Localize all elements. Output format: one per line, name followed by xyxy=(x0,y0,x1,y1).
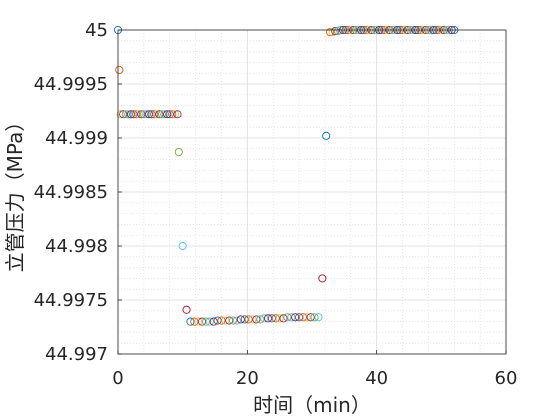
data-point xyxy=(157,110,167,119)
data-point xyxy=(205,317,214,326)
data-point xyxy=(263,314,273,323)
data-point xyxy=(213,316,222,325)
data-point xyxy=(256,315,265,324)
data-point xyxy=(170,110,179,119)
data-point xyxy=(291,313,300,322)
data-point xyxy=(126,110,135,119)
x-tick-label: 20 xyxy=(236,368,259,389)
data-point xyxy=(232,316,242,325)
data-point xyxy=(279,314,288,323)
data-point xyxy=(275,314,284,323)
data-point xyxy=(295,313,304,322)
x-tick-label: 40 xyxy=(365,368,388,389)
data-point xyxy=(240,315,249,324)
data-point xyxy=(160,110,169,119)
data-point xyxy=(144,110,154,119)
data-point xyxy=(326,28,335,37)
data-point xyxy=(182,305,191,314)
data-point xyxy=(119,110,128,119)
data-point xyxy=(150,110,159,119)
y-axis-label: 立管压力（MPa） xyxy=(3,112,27,273)
data-point xyxy=(165,110,174,119)
data-point xyxy=(173,110,182,119)
data-point xyxy=(132,110,141,119)
data-point xyxy=(178,241,187,251)
data-point xyxy=(318,274,327,283)
y-tick-label: 44.9985 xyxy=(34,182,108,203)
data-point xyxy=(186,317,195,326)
data-point xyxy=(331,27,340,36)
data-point xyxy=(115,65,124,75)
data-point xyxy=(174,147,183,157)
data-point xyxy=(124,110,133,119)
data-point xyxy=(252,315,261,324)
x-axis-label: 时间（min） xyxy=(253,393,371,417)
data-point xyxy=(248,315,257,324)
y-tick-label: 45 xyxy=(85,20,108,41)
data-point xyxy=(139,110,148,119)
data-point xyxy=(194,317,203,326)
data-point xyxy=(236,315,245,324)
axis-ticks: 0 20 40 60 44.997 44.9975 44.998 44.9985 44.999 4… xyxy=(34,20,518,389)
data-point xyxy=(306,313,315,322)
data-point xyxy=(209,317,218,326)
x-tick-label: 60 xyxy=(495,368,518,389)
data-point xyxy=(147,110,156,119)
data-point xyxy=(267,314,276,323)
data-point xyxy=(217,316,226,325)
y-tick-label: 44.999 xyxy=(45,128,108,149)
data-point xyxy=(198,317,207,326)
data-point xyxy=(155,110,164,119)
data-point xyxy=(116,110,125,119)
data-point xyxy=(134,110,143,119)
data-point xyxy=(287,313,296,322)
data-point xyxy=(168,110,177,119)
data-point xyxy=(201,317,210,326)
data-point xyxy=(244,315,253,324)
data-point xyxy=(322,131,331,140)
data-point xyxy=(221,316,230,325)
x-tick-label: 0 xyxy=(112,368,123,389)
y-tick-label: 44.9975 xyxy=(34,290,108,311)
data-point xyxy=(163,110,172,119)
data-point xyxy=(260,314,269,323)
data-point xyxy=(302,313,311,322)
data-point xyxy=(298,313,307,322)
data-point xyxy=(283,313,292,322)
data-point xyxy=(142,110,151,119)
data-point xyxy=(121,110,130,119)
data-point xyxy=(190,317,199,326)
data-point xyxy=(152,110,161,119)
data-point xyxy=(271,314,280,323)
data-point xyxy=(314,313,323,322)
data-point xyxy=(225,316,234,325)
data-point xyxy=(229,316,238,325)
data-point xyxy=(129,110,138,119)
y-tick-label: 44.9995 xyxy=(34,74,108,95)
data-point xyxy=(310,313,319,322)
y-tick-label: 44.998 xyxy=(45,236,108,257)
y-tick-label: 44.997 xyxy=(45,344,108,365)
data-point xyxy=(137,110,146,119)
